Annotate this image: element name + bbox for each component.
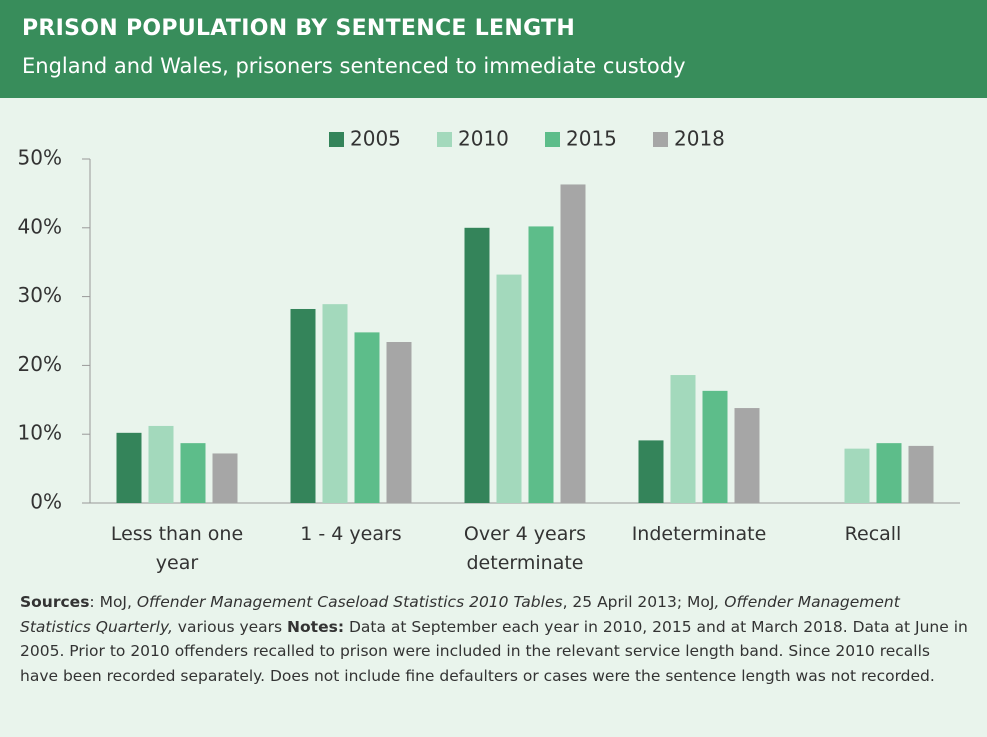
x-tick-label: Recall	[844, 523, 902, 545]
bar	[496, 274, 522, 503]
y-tick-label: 10%	[18, 421, 62, 445]
legend-label: 2018	[674, 127, 725, 151]
footnote: Sources: MoJ, Offender Management Caselo…	[20, 590, 970, 688]
bar	[734, 408, 760, 503]
x-tick-label: Indeterminate	[631, 523, 767, 545]
bar	[116, 432, 142, 503]
chart: 0% 10% 20% 30% 40% 50% 2005 2010 2015 2018	[18, 127, 960, 514]
legend-swatch	[545, 132, 560, 147]
y-tick-label: 50%	[18, 146, 62, 170]
legend-swatch	[653, 132, 668, 147]
bar	[148, 425, 174, 503]
legend-label: 2015	[566, 127, 617, 151]
header: PRISON POPULATION BY SENTENCE LENGTH Eng…	[0, 0, 987, 98]
x-tick-label: Over 4 years determinate	[463, 523, 587, 574]
footnote-text: , Offender Management Statistics Quarter…	[20, 593, 900, 636]
footnote-text: various years	[172, 617, 288, 636]
y-tick-label: 40%	[18, 214, 62, 238]
bar	[212, 453, 238, 503]
footnote-text: Notes:	[287, 617, 345, 636]
bar	[908, 445, 934, 503]
y-tick-label: 20%	[18, 352, 62, 376]
y-tick-label: 30%	[18, 283, 62, 307]
footnote-text: Offender Management Caseload Statistics …	[136, 593, 563, 611]
bar	[354, 332, 380, 503]
bar	[180, 443, 206, 503]
bar	[560, 184, 586, 503]
subtitle: England and Wales, prisoners sentenced t…	[22, 54, 686, 78]
bar	[528, 226, 554, 503]
bar	[322, 304, 348, 503]
bar	[844, 448, 870, 503]
legend-swatch	[329, 132, 344, 147]
bar	[386, 342, 412, 503]
bar	[464, 227, 490, 504]
bar	[702, 390, 728, 503]
bar	[670, 375, 696, 503]
legend-swatch	[437, 132, 452, 147]
legend-label: 2010	[458, 127, 509, 151]
footnote-text: Sources	[20, 593, 90, 611]
y-tick-label: 0%	[30, 490, 62, 514]
footnote-text: : MoJ,	[89, 593, 137, 611]
bar	[290, 308, 316, 503]
x-tick-label: Less than one year	[110, 523, 244, 574]
x-tick-label: 1 - 4 years	[300, 523, 402, 545]
bar	[638, 440, 664, 503]
title: PRISON POPULATION BY SENTENCE LENGTH	[22, 16, 576, 41]
legend-label: 2005	[350, 127, 401, 151]
footnote-text: Data at September each year in 2010, 201…	[20, 617, 968, 685]
bar	[876, 443, 902, 503]
footnote-text: , 25 April 2013; MoJ	[562, 593, 715, 611]
